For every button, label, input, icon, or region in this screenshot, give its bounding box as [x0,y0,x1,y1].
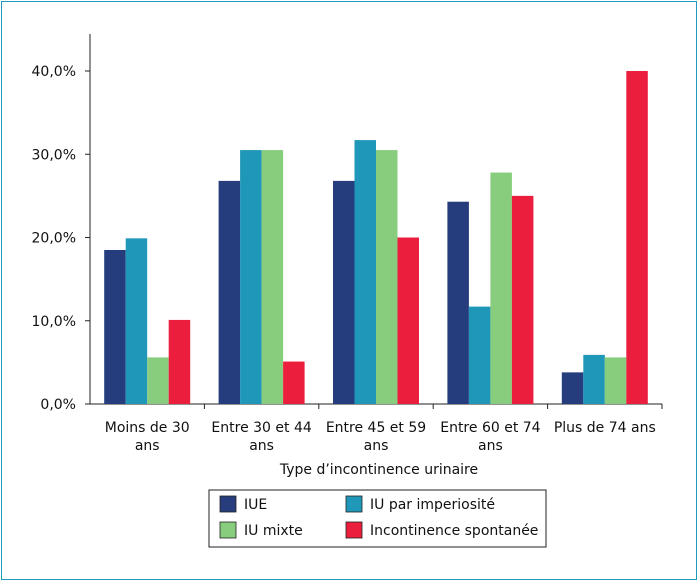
bar [218,180,241,404]
x-axis-label: Type d’incontinence urinaire [279,462,478,478]
category-label: Plus de 74 ans [554,420,656,436]
category-label: Entre 30 et 44 [211,420,311,436]
x-categories: Moins de 30 ans Entre 30 et 44 ans Entre 45 … [105,404,663,454]
bar [376,150,398,404]
bar [511,195,534,404]
bar [283,361,305,404]
bar [604,357,627,404]
legend: IUE IU par imperiosité IU mixte Incontinenc… [208,489,547,548]
bar [583,354,605,404]
y-tick-label: 30,0% [32,147,76,163]
legend-swatch [345,521,363,539]
legend-swatch [219,521,237,539]
bar [125,238,148,404]
legend-label: Incontinence spontanée [370,523,538,539]
bar [490,172,512,404]
bar [261,150,284,404]
y-tick-label: 10,0% [32,314,76,330]
bar [626,71,648,404]
bar [561,372,584,404]
bar [333,180,355,404]
legend-label: IUE [244,497,267,513]
legend-label: IU par imperiosité [370,497,495,513]
bar [240,150,262,404]
legend-box [208,489,547,548]
category-label: ans [249,438,274,454]
category-label: ans [364,438,389,454]
y-tick-label: 20,0% [32,231,76,247]
legend-swatch [219,495,237,513]
legend-label: IU mixte [244,523,303,539]
category-label: Entre 60 et 74 [440,420,540,436]
y-tick-label: 0,0% [40,397,76,413]
bar [104,249,126,404]
category-label: ans [478,438,503,454]
bar [168,319,191,404]
bars [104,71,648,404]
bar [468,306,491,404]
y-ticks: 0,0% 10,0% 20,0% 30,0% 40,0% [32,64,90,413]
bar [147,357,169,404]
bar [397,237,419,404]
bar [354,140,376,404]
category-label: ans [135,438,160,454]
y-tick-label: 40,0% [32,64,76,80]
legend-swatch [345,495,363,513]
category-label: Entre 45 et 59 [326,420,426,436]
bar [447,201,469,404]
category-label: Moins de 30 [105,420,190,436]
